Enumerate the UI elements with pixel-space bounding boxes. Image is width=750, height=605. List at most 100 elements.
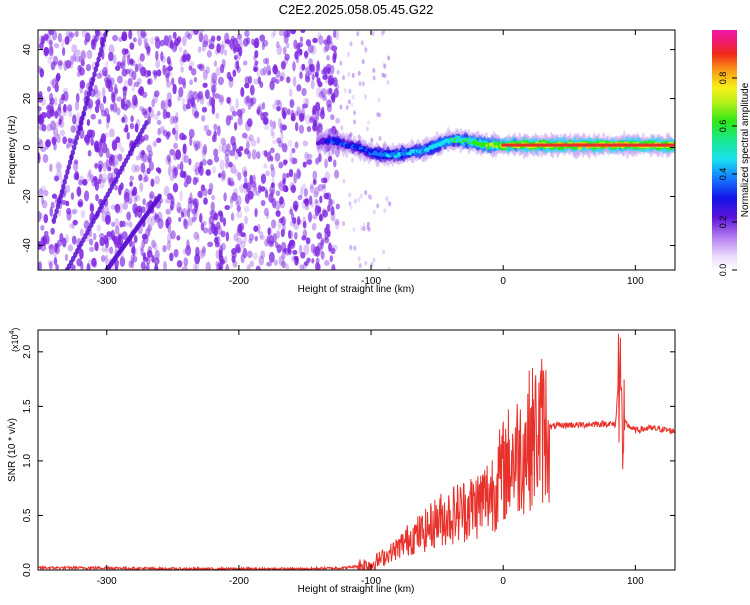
heatmap-noise-blob	[293, 172, 297, 184]
heatmap-noise-blob	[268, 240, 275, 248]
heatmap-noise-blob	[313, 119, 318, 127]
heatmap-noise-blob	[153, 242, 158, 251]
heatmap-noise-blob	[99, 237, 106, 247]
heatmap-noise-blob	[316, 121, 321, 128]
heatmap-noise-blob	[201, 149, 206, 160]
heatmap-noise-blob	[244, 30, 250, 38]
heatmap-noise-blob	[253, 55, 257, 61]
heatmap-noise-blob	[139, 245, 145, 252]
heatmap-noise-blob	[314, 262, 321, 270]
heatmap-noise-blob	[382, 249, 386, 255]
heatmap-noise-blob	[220, 137, 226, 146]
heatmap-noise-blob	[335, 220, 340, 230]
heatmap-noise-blob	[43, 46, 50, 57]
heatmap-noise-blob	[265, 57, 270, 66]
heatmap-noise-blob	[301, 235, 307, 241]
heatmap-noise-blob	[321, 106, 325, 115]
heatmap-noise-blob	[206, 129, 212, 137]
heatmap-noise-blob	[126, 132, 130, 140]
heatmap-noise-blob	[238, 230, 244, 238]
heatmap-noise-blob	[272, 120, 276, 130]
heatmap-noise-blob	[79, 248, 84, 260]
heatmap-noise-blob	[219, 96, 224, 106]
heatmap-noise-blob	[224, 153, 230, 164]
heatmap-noise-blob	[201, 158, 207, 166]
heatmap-noise-blob	[229, 196, 234, 204]
heatmap-noise-blob	[376, 112, 380, 118]
heatmap-streak-blob	[101, 36, 107, 43]
y-tick-label: 2.0	[22, 344, 33, 358]
heatmap-noise-blob	[253, 66, 258, 72]
heatmap-noise-blob	[114, 203, 120, 212]
heatmap-noise-blob	[315, 157, 320, 165]
heatmap-noise-blob	[188, 65, 193, 71]
heatmap-noise-blob	[188, 128, 195, 139]
snr-panel: -300 -200 -100 0 100 0.0 0.5 1.0 1.5 2.0 Height …	[7, 328, 676, 595]
heatmap-streak-blob	[51, 218, 57, 225]
heatmap-noise-blob	[220, 230, 226, 238]
heatmap-noise-blob	[287, 108, 291, 116]
heatmap-noise-blob	[272, 198, 277, 209]
heatmap-noise-blob	[38, 188, 44, 198]
heatmap-noise-blob	[158, 126, 165, 135]
heatmap-noise-blob	[179, 190, 184, 202]
heatmap-noise-blob	[138, 86, 144, 94]
heatmap-noise-blob	[178, 216, 182, 223]
heatmap-noise-blob	[269, 147, 275, 154]
heatmap-noise-blob	[372, 67, 376, 73]
heatmap-noise-blob	[140, 135, 145, 143]
heatmap-noise-blob	[274, 99, 281, 106]
heatmap-noise-blob	[278, 140, 284, 148]
heatmap-noise-blob	[43, 230, 49, 237]
heatmap-noise-blob	[330, 125, 337, 136]
heatmap-noise-blob	[42, 153, 49, 163]
heatmap-noise-blob	[140, 261, 146, 270]
heatmap-noise-blob	[348, 192, 352, 198]
heatmap-noise-blob	[245, 141, 250, 149]
colorbar-gradient	[712, 30, 737, 270]
heatmap-noise-blob	[110, 204, 116, 210]
heatmap-noise-blob	[364, 47, 368, 53]
heatmap-streak-blob	[84, 100, 89, 107]
heatmap-noise-blob	[134, 99, 139, 107]
heatmap-noise-blob	[141, 31, 148, 38]
heatmap-noise-blob	[154, 212, 159, 221]
heatmap-noise-blob	[129, 180, 133, 187]
heatmap-noise-blob	[281, 260, 286, 269]
heatmap-noise-blob	[233, 187, 238, 198]
heatmap-noise-blob	[272, 103, 277, 110]
heatmap-noise-blob	[365, 126, 369, 132]
heatmap-noise-blob	[324, 171, 331, 182]
heatmap-streak-blob	[54, 208, 59, 215]
heatmap-noise-blob	[65, 59, 72, 69]
heatmap-noise-blob	[143, 37, 149, 45]
heatmap-noise-blob	[172, 127, 176, 135]
heatmap-noise-blob	[213, 155, 220, 163]
heatmap-noise-blob	[68, 223, 74, 229]
heatmap-noise-blob	[112, 102, 118, 113]
heatmap-noise-blob	[78, 179, 83, 186]
heatmap-noise-blob	[154, 175, 161, 185]
heatmap-noise-blob	[131, 163, 137, 174]
heatmap-noise-blob	[40, 111, 47, 119]
heatmap-noise-blob	[104, 214, 110, 225]
heatmap-noise-blob	[38, 66, 42, 73]
heatmap-noise-blob	[308, 58, 314, 66]
heatmap-noise-blob	[93, 34, 99, 43]
heatmap-noise-blob	[366, 225, 370, 231]
heatmap-noise-blob	[124, 48, 129, 54]
heatmap-noise-blob	[127, 77, 133, 87]
heatmap-noise-blob	[49, 206, 54, 217]
heatmap-noise-blob	[297, 42, 304, 48]
heatmap-noise-blob	[254, 208, 258, 218]
heatmap-noise-blob	[47, 56, 52, 65]
heatmap-streak-blob	[74, 134, 80, 141]
y-tick-label: -40	[22, 238, 33, 253]
heatmap-streak-blob	[63, 173, 69, 180]
heatmap-noise-blob	[167, 98, 172, 108]
y-tick-label: 40	[22, 44, 33, 56]
heatmap-noise-blob	[302, 229, 308, 239]
heatmap-x-label: Height of straight line (km)	[298, 284, 415, 295]
heatmap-noise-blob	[71, 209, 77, 216]
